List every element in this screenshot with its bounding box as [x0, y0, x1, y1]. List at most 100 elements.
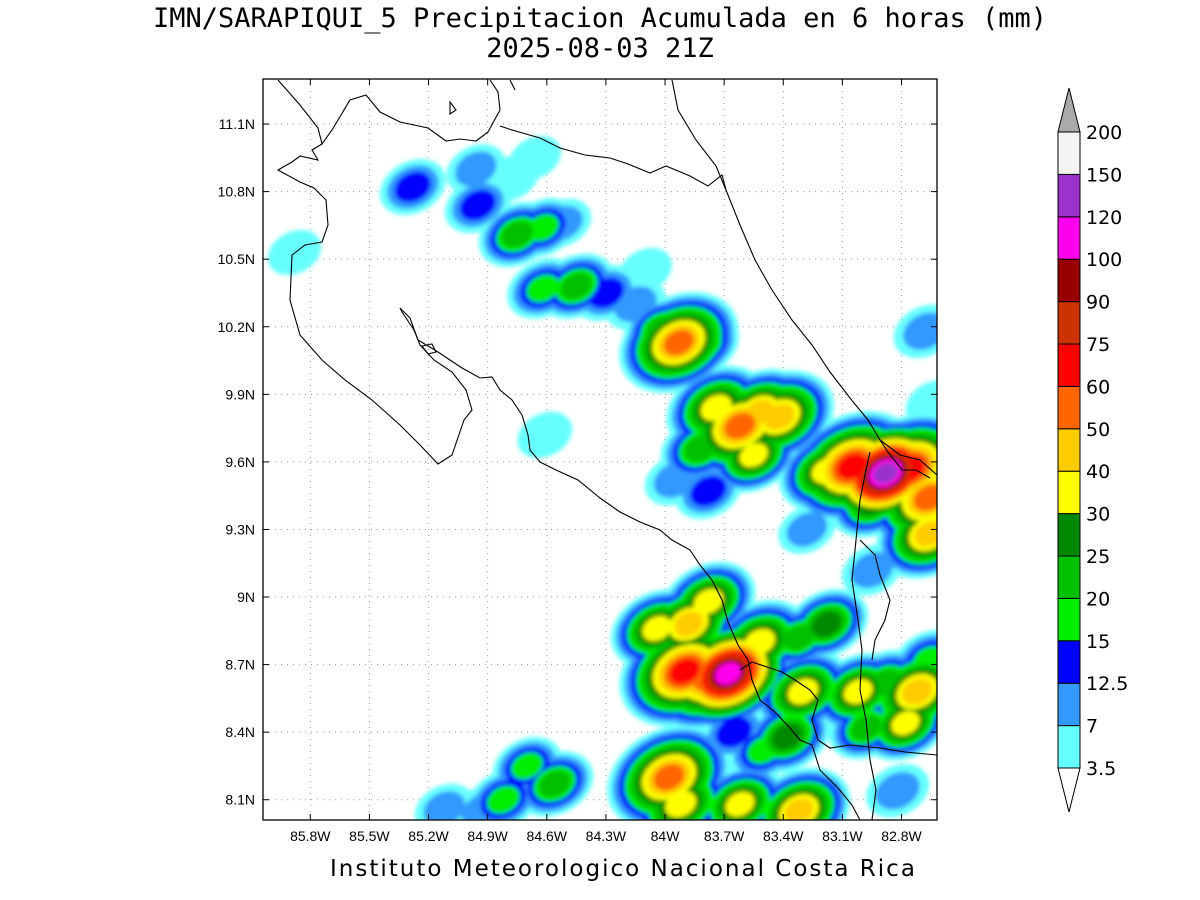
precip-cell	[642, 616, 672, 641]
precip-cell	[455, 151, 497, 187]
colorbar-label: 20	[1086, 588, 1110, 610]
lon-tick-label: 85.5W	[349, 828, 390, 844]
lat-tick-label: 9.3N	[225, 521, 255, 537]
precip-cell	[783, 624, 815, 651]
colorbar-label: 100	[1086, 249, 1122, 271]
lon-tick-label: 83.4W	[763, 828, 804, 844]
precip-cell	[787, 678, 819, 705]
colorbar-label: 50	[1086, 419, 1110, 441]
lat-tick-label: 8.7N	[225, 657, 255, 673]
lat-tick-label: 9.9N	[225, 386, 255, 402]
colorbar-label: 200	[1086, 122, 1122, 144]
lat-tick-label: 9N	[237, 589, 255, 605]
lon-tick-label: 85.2W	[408, 828, 449, 844]
precip-cell	[663, 329, 694, 356]
colorbar-bin	[1057, 173, 1081, 218]
precip-cell	[394, 171, 432, 203]
colorbar-bin	[1057, 385, 1081, 430]
lat-tick-label: 10.2N	[218, 319, 255, 335]
precip-cell	[784, 798, 814, 820]
colorbar-bin	[1057, 301, 1081, 345]
precip-cell	[902, 678, 933, 705]
precip-cell	[786, 512, 828, 547]
precip-cell	[674, 611, 704, 637]
map-frame	[262, 78, 938, 821]
precip-cell	[517, 411, 573, 459]
colorbar-under-arrow	[1057, 767, 1081, 813]
precip-cell	[764, 403, 795, 430]
precip-cell	[715, 662, 742, 685]
lon-tick-label: 85.8W	[290, 828, 331, 844]
precip-cell	[693, 588, 724, 615]
lat-tick-label: 8.1N	[225, 792, 255, 808]
precip-cell	[539, 770, 571, 798]
precip-cell	[850, 714, 882, 741]
colorbar-bin	[1057, 725, 1081, 769]
colorbar-bin	[1057, 682, 1081, 727]
precip-cell	[772, 723, 803, 750]
precipitation-map: 11.1N 10.8N 10.5N 10.2N 9.9N 9.6N 9.3N 9N 8.7N 8.…	[218, 78, 1128, 844]
precip-cell	[669, 658, 700, 685]
colorbar-label: 150	[1086, 164, 1122, 186]
lon-tick-label: 82.8W	[881, 828, 922, 844]
precip-cell	[560, 273, 592, 300]
colorbar-bin	[1057, 597, 1081, 642]
colorbar-bin	[1057, 640, 1081, 684]
colorbar-bin	[1057, 343, 1081, 387]
colorbar-label: 3.5	[1086, 758, 1116, 780]
longitude-ticks: 85.8W 85.5W 85.2W 84.9W 84.6W 84.3W 84W 83.7W 83…	[290, 79, 923, 844]
precipitation-colorbar: 3.5 7 12.5 15 20 25 30 40 50 60 75 90 100 120 150 200	[1057, 87, 1128, 813]
colorbar-bin	[1057, 513, 1081, 557]
colorbar-label: 40	[1086, 461, 1110, 483]
institution-footer: Instituto Meteorologico Nacional Costa R…	[330, 856, 917, 882]
colorbar-bin	[1057, 131, 1081, 175]
precip-cell	[903, 312, 937, 350]
precip-cell	[875, 771, 920, 810]
lon-tick-label: 84.6W	[527, 828, 568, 844]
colorbar-label: 75	[1086, 334, 1110, 356]
colorbar-label: 90	[1086, 292, 1110, 314]
colorbar-label: 60	[1086, 376, 1110, 398]
precip-cell	[501, 221, 533, 248]
colorbar-bin	[1057, 555, 1081, 599]
lat-tick-label: 8.4N	[225, 724, 255, 740]
precip-cell	[653, 764, 685, 791]
colorbar-label: 15	[1086, 631, 1110, 653]
precip-cell	[873, 462, 899, 484]
precip-cell	[811, 611, 842, 637]
precip-cell	[724, 412, 756, 440]
precip-cell	[690, 475, 727, 507]
colorbar-label: 12.5	[1086, 673, 1128, 695]
precip-cell	[511, 752, 544, 780]
lon-tick-label: 84W	[651, 828, 681, 844]
precip-cell	[526, 274, 560, 303]
coastline-and-borders	[276, 79, 937, 820]
colorbar-bin	[1057, 258, 1081, 303]
precip-cell	[486, 785, 521, 814]
lon-tick-label: 83.1W	[822, 828, 863, 844]
colorbar-label: 30	[1086, 504, 1110, 526]
colorbar-bin	[1057, 428, 1081, 472]
latitude-ticks: 11.1N 10.8N 10.5N 10.2N 9.9N 9.6N 9.3N 9N 8.7N 8.…	[218, 116, 937, 808]
colorbar-bin	[1057, 470, 1081, 515]
colorbar-over-arrow	[1057, 87, 1081, 133]
precip-cell	[843, 679, 873, 704]
precip-cell	[725, 791, 755, 817]
map-title: IMN/SARAPIQUI_5 Precipitacion Acumulada …	[152, 3, 1048, 34]
lat-tick-label: 10.8N	[218, 184, 255, 200]
precip-cell	[423, 791, 466, 820]
lon-tick-label: 83.7W	[704, 828, 745, 844]
colorbar-label: 120	[1086, 207, 1122, 229]
lat-tick-label: 11.1N	[219, 116, 255, 132]
precip-cell	[850, 552, 894, 588]
colorbar-label: 25	[1086, 546, 1110, 568]
precipitation-field	[267, 135, 937, 820]
colorbar-label: 7	[1086, 716, 1098, 738]
precip-cell	[891, 711, 920, 736]
precip-cell	[459, 189, 497, 221]
lon-tick-label: 84.9W	[467, 828, 508, 844]
precip-cell	[739, 443, 768, 468]
map-valid-time: 2025-08-03 21Z	[486, 33, 714, 64]
lat-tick-label: 9.6N	[225, 454, 255, 470]
lon-tick-label: 84.3W	[586, 828, 627, 844]
